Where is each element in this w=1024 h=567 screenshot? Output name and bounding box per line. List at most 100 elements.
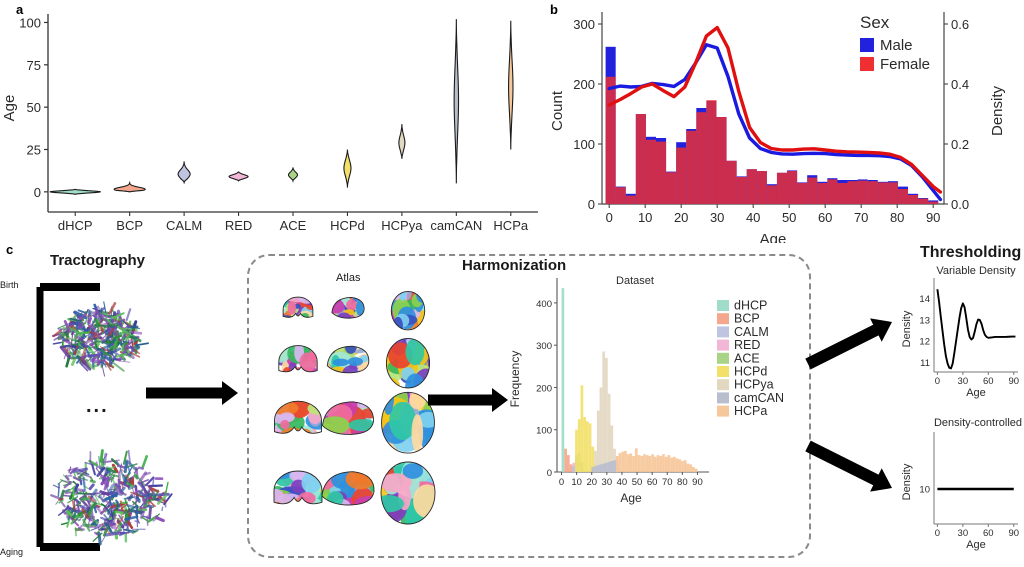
atlas-label: Atlas [336,272,361,284]
violin-HCPa [508,20,514,150]
violin-CALM [177,161,191,185]
panel-a-letter: a [16,2,24,17]
svg-text:10: 10 [571,477,582,488]
dataset-bar-HCPa [686,463,690,472]
dataset-legend-label-dHCP: dHCP [734,299,767,313]
dataset-legend-swatch-CALM [717,326,729,338]
svg-text:70: 70 [662,477,673,488]
dataset-bar-HCPa [621,451,625,472]
svg-text:70: 70 [854,210,868,225]
svg-text:0: 0 [34,185,41,200]
hist-bar-female [656,141,667,204]
dataset-bar-HCPa [651,454,654,472]
svg-text:80: 80 [677,477,688,488]
variable-density-title: Variable Density [936,265,1016,277]
dataset-bar-camCAN [594,466,597,472]
svg-text:10: 10 [919,485,930,496]
hist-bar-female [605,76,616,204]
svg-text:Count: Count [549,90,566,131]
svg-text:30: 30 [958,528,969,539]
hist-bar-female [736,177,747,204]
svg-text:80: 80 [890,210,904,225]
dataset-bar-HCPya [610,425,614,472]
svg-text:25: 25 [27,142,41,157]
svg-text:Density: Density [901,463,913,500]
svg-text:Density: Density [989,85,1006,136]
dataset-bar-HCPa [659,455,663,472]
hist-bar-female [797,183,808,204]
svg-text:30: 30 [710,210,724,225]
svg-text:HCPya: HCPya [381,218,423,233]
dataset-bar-HCPa [694,468,698,472]
dataset-bar-HCPa [672,456,676,472]
dataset-bar-HCPa [678,459,682,472]
hist-bar-female [666,172,677,204]
tractography-illustration [36,283,173,551]
dataset-bar-HCPya [594,450,597,472]
dataset-bar-HCPa [653,456,657,472]
hist-bar-female [897,189,908,204]
svg-text:30: 30 [958,376,969,387]
dataset-bar-HCPa [689,464,693,472]
violin-BCP [113,181,146,193]
svg-text:100: 100 [573,137,595,152]
dataset-bar-HCPya [607,393,611,472]
dataset-bar-HCPa [675,458,679,472]
svg-text:40: 40 [617,477,628,488]
atlas-slice [331,297,365,319]
tractography-brain [50,449,173,546]
svg-text:HCPa: HCPa [493,218,528,233]
svg-text:Age: Age [966,387,986,399]
tractography-brain [52,301,149,377]
svg-text:400: 400 [536,299,552,310]
tractography-title: Tractography [50,252,146,269]
sex-legend-title: Sex [860,13,890,32]
dataset-bar-HCPa [615,455,619,472]
ellipsis-label: ... [86,395,109,417]
svg-text:30: 30 [602,477,613,488]
dataset-legend-swatch-HCPya [717,379,729,391]
violin-dHCP [49,188,102,196]
svg-text:CALM: CALM [166,218,202,233]
dataset-bar-HCPa [670,457,673,472]
hist-bar-female [918,198,929,204]
svg-text:ACE: ACE [280,218,307,233]
svg-text:0: 0 [559,477,564,488]
svg-text:Density: Density [901,310,913,347]
svg-text:0.6: 0.6 [951,17,969,32]
hist-bar-female [908,195,919,204]
legend-swatch-Male [860,38,874,52]
svg-text:60: 60 [647,477,658,488]
dataset-bar-HCPd [575,429,578,472]
atlas-slices [273,291,436,525]
dataset-bar-BCP [569,464,573,472]
dataset-bar-HCPd [588,423,592,472]
dataset-bar-HCPa [626,454,630,472]
svg-text:60: 60 [983,376,994,387]
svg-text:11: 11 [920,358,930,369]
hist-bar-female [847,181,858,204]
dataset-bar-HCPya [602,351,606,472]
svg-text:Age: Age [620,491,642,505]
variable-density-line [936,289,1016,370]
hist-bar-female [706,100,717,204]
atlas-slice [381,392,435,454]
hist-bar-female [756,171,767,204]
svg-text:90: 90 [1008,376,1019,387]
hist-bar-female [877,182,888,204]
svg-text:90: 90 [926,210,940,225]
hist-bar-female [676,147,687,204]
hist-bar-female [615,187,626,204]
dataset-bar-camCAN [591,466,595,472]
svg-text:60: 60 [983,528,994,539]
panel-b: b 0 10 20 30 40 50 60 70 80 90 0 100 200 300 0.0 0.2 0.4… [540,0,1024,243]
density-controlled-chart: Density-controlled 10 0 30 60 90 Age Density [901,417,1022,551]
dataset-bar-camCAN [605,462,608,472]
violin-HCPya [398,124,406,159]
svg-text:BCP: BCP [116,218,143,233]
svg-text:50: 50 [782,210,796,225]
dataset-bar-HCPa [656,455,660,472]
hist-bar-female [716,117,727,204]
dataset-bar-HCPya [605,357,608,472]
svg-text:RED: RED [225,218,252,233]
